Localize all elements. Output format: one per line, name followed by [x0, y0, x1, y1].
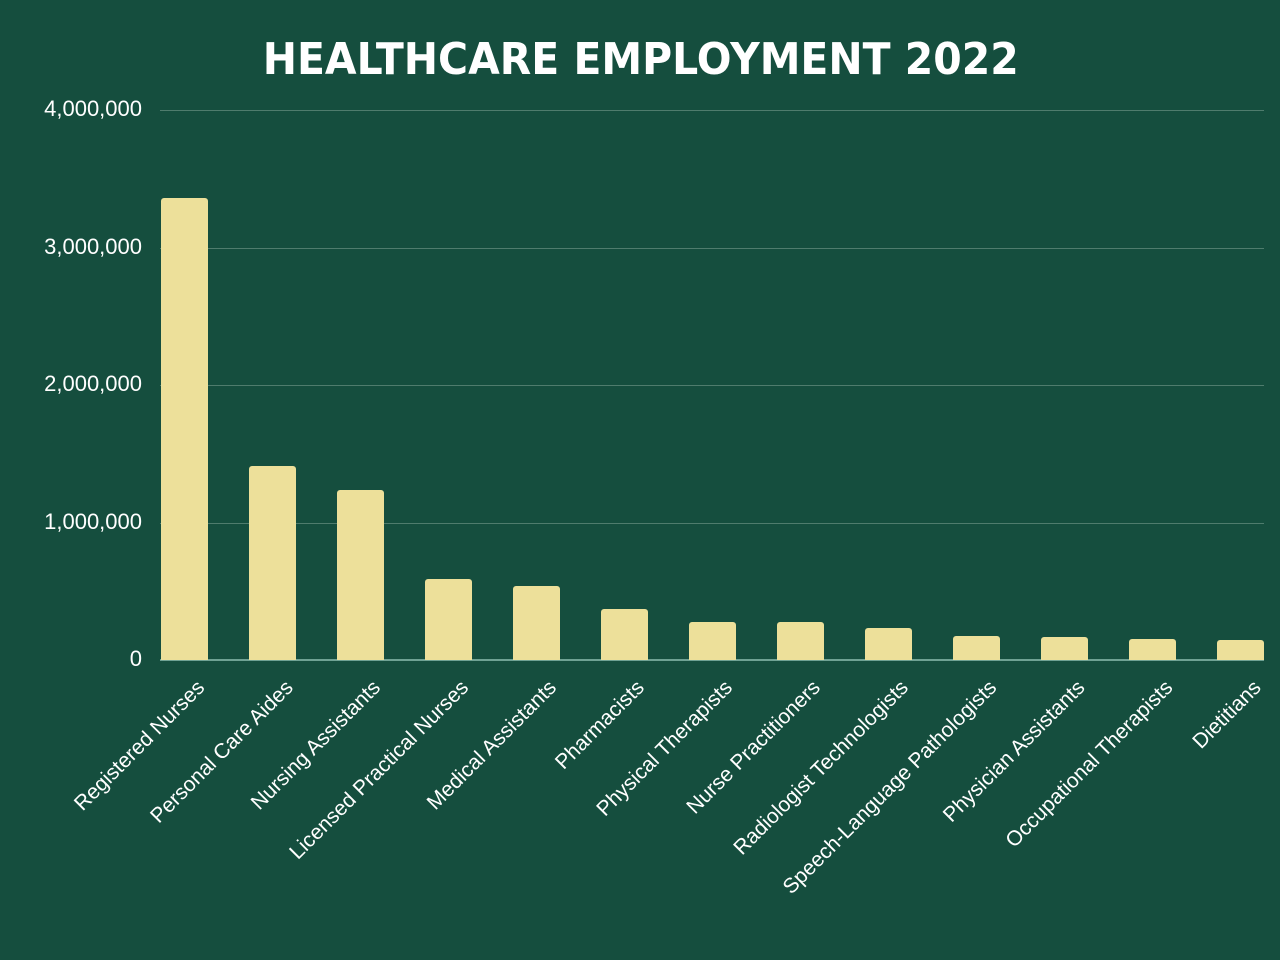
bar — [337, 489, 384, 660]
bar — [161, 198, 208, 660]
bar — [953, 635, 1000, 660]
bar — [1041, 637, 1088, 660]
bar — [1129, 638, 1176, 660]
x-axis-line — [160, 659, 1264, 661]
bar — [425, 578, 472, 660]
gridline — [160, 522, 1264, 524]
y-tick-label: 4,000,000 — [44, 96, 142, 121]
bar — [865, 628, 912, 660]
y-tick-label: 3,000,000 — [44, 233, 142, 259]
gridline — [160, 385, 1264, 386]
bar — [777, 622, 824, 660]
gridline — [160, 247, 1264, 249]
x-tick-label: Pharmacists — [550, 676, 649, 774]
y-tick-label: 0 — [129, 646, 142, 671]
x-tick-label: Radiologist Technologists — [728, 676, 913, 860]
gridline — [160, 110, 1264, 111]
x-tick-label: Licensed Practical Nurses — [284, 676, 473, 864]
x-tick-label: Dietitians — [1187, 676, 1266, 754]
bar — [689, 622, 736, 660]
chart-title: HEALTHCARE EMPLOYMENT 2022 — [262, 34, 1019, 85]
x-tick-label: Occupational Therapists — [1000, 676, 1177, 853]
bar — [513, 585, 560, 660]
bar — [601, 609, 648, 660]
bar — [1217, 640, 1264, 660]
y-tick-label: 1,000,000 — [44, 508, 142, 534]
bar — [249, 466, 296, 660]
y-tick-label: 2,000,000 — [44, 371, 142, 396]
